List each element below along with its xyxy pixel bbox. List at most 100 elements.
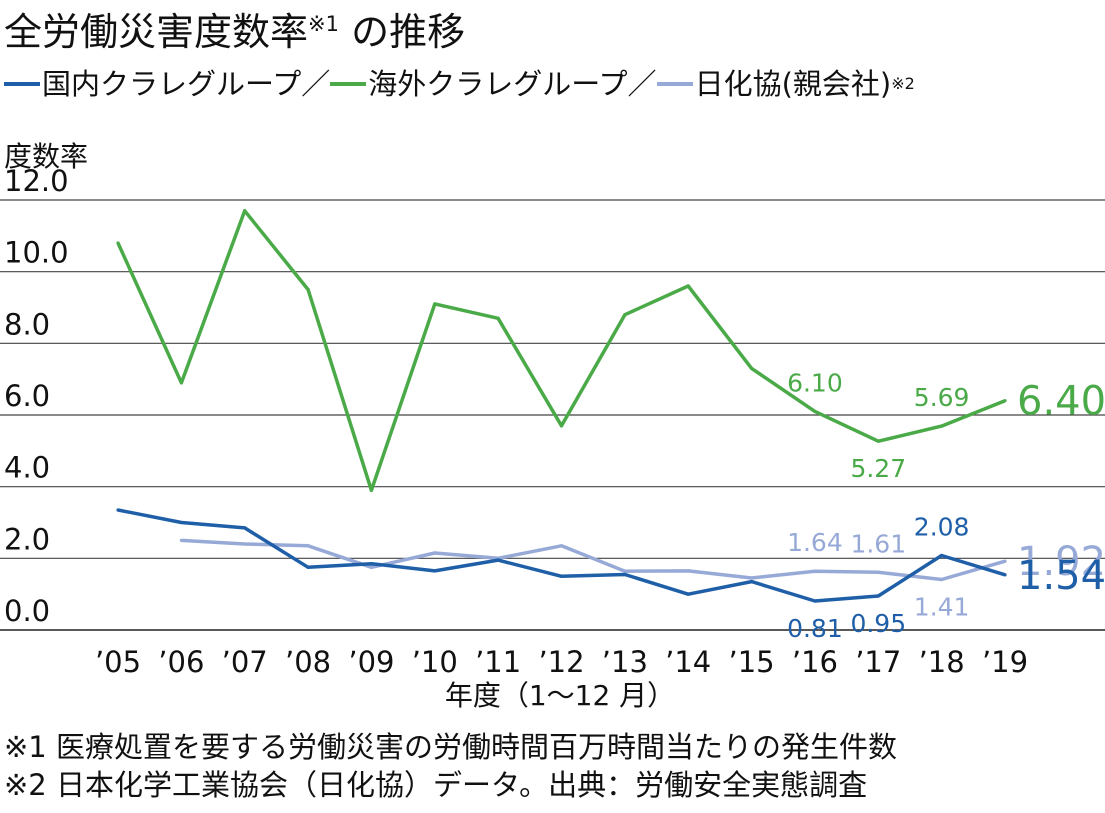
data-point [749,580,754,584]
data-label: 6.10 [787,368,843,397]
legend-swatch-jcia [656,82,693,86]
data-label: 1.61 [850,529,906,558]
x-tick-label: ’06 [158,645,204,679]
legend: 国内クラレグループ／海外クラレグループ／日化協(親会社) ※2 [4,64,915,104]
data-point [559,424,564,428]
data-point [433,551,437,555]
gridlines [0,199,1105,631]
chart-title: 全労働災害度数率※1 の推移 [4,2,465,54]
title-footnote-mark: ※1 [308,12,339,36]
x-tick-label: ’10 [412,645,458,679]
data-label: 6.40 [1017,379,1105,425]
data-point [623,569,627,573]
data-point [243,542,247,546]
data-point [940,553,944,558]
y-axis-ticks: 0.0 2.0 4.0 6.0 8.0 10.0 12.0 [4,164,69,628]
legend-footnote-mark: ※2 [891,74,915,93]
data-point [306,287,310,292]
data-point [306,544,310,548]
title-suffix: の推移 [338,10,466,54]
data-point [179,538,183,543]
legend-separator: ／ [301,67,331,101]
data-point [876,570,880,574]
x-tick-label: ’09 [348,645,394,679]
x-tick-label: ’07 [222,645,268,679]
data-point [179,381,183,385]
data-point [559,544,564,548]
data-point [813,409,817,414]
data-point [749,366,754,371]
x-tick-label: ’12 [538,645,584,679]
data-point [369,562,374,566]
x-axis-label: 年度（1～12 月） [445,679,675,712]
x-axis-ticks: ’05 ’06 ’07 ’08 ’09 ’10 ’11 ’12 ’13 ’14 ’15 ’16 ’17 ’… [95,645,1028,679]
data-point [1003,573,1007,577]
data-point [1003,559,1007,563]
data-label: 0.81 [787,614,843,643]
legend-label-jcia: 日化協(親会社) [694,67,892,101]
data-label: 1.64 [787,528,843,557]
y-tick-label: 6.0 [4,379,50,413]
data-point [813,599,817,603]
data-point [749,576,754,580]
data-point [559,574,564,578]
legend-label-domestic: 国内クラレグループ [42,67,302,101]
data-point [813,569,817,573]
data-point [623,313,627,317]
y-tick-label: 8.0 [4,307,50,341]
footnote-1: ※1 医療処置を要する労働災害の労働時間百万時間当たりの発生件数 [4,730,897,764]
data-label: 1.54 [1017,553,1105,599]
legend-label-overseas: 海外クラレグループ [368,67,628,101]
series-line [116,209,1006,493]
footnotes: ※1 医療処置を要する労働災害の労働時間百万時間当たりの発生件数 ※2 日本化学… [4,728,897,804]
data-point [686,569,690,573]
data-label: 2.08 [914,512,970,541]
y-tick-label: 10.0 [4,236,69,270]
title-text: 全労働災害度数率 [4,10,309,54]
data-label: 1.41 [914,592,970,621]
data-point [433,302,437,306]
data-point [179,520,183,525]
data-point [940,424,944,428]
x-tick-label: ’05 [95,645,141,679]
y-tick-label: 12.0 [4,164,69,198]
x-tick-label: ’18 [919,645,965,679]
x-tick-label: ’08 [285,645,331,679]
data-point [243,526,247,530]
data-label: 1.92 [1017,539,1105,585]
x-tick-label: ’13 [602,645,648,679]
data-point [876,594,880,598]
data-point [369,565,374,569]
data-point [876,439,880,443]
x-tick-label: ’17 [855,645,901,679]
data-point [116,241,120,245]
data-label: 0.95 [850,609,906,638]
data-point [940,577,944,582]
x-tick-label: ’19 [982,645,1028,679]
data-point [433,569,437,573]
legend-swatch-overseas [330,82,367,86]
x-tick-label: ’14 [665,645,711,679]
series-lines [116,209,1007,603]
y-tick-label: 2.0 [4,522,50,556]
data-point [116,508,120,512]
y-axis-label: 度数率 [4,140,88,173]
legend-swatch-domestic [4,82,40,86]
data-label: 5.69 [914,383,970,412]
x-tick-label: ’11 [475,645,521,679]
data-point [623,572,627,577]
data-point [306,565,310,569]
footnote-2: ※2 日本化学工業協会（日化協）データ。出典：労働安全実態調査 [4,768,868,802]
data-label: 5.27 [850,454,906,483]
data-point [496,316,500,320]
y-tick-label: 0.0 [4,594,50,628]
data-point [686,284,690,288]
data-labels: 6.10 5.27 5.69 6.40 1.64 1.61 1.41 1.92 0.81 0.95… [787,368,1105,643]
data-point [1003,399,1007,403]
data-point [496,558,500,562]
y-tick-label: 4.0 [4,451,50,485]
data-point [369,488,374,492]
series-line [181,538,1006,582]
data-point [243,209,247,213]
